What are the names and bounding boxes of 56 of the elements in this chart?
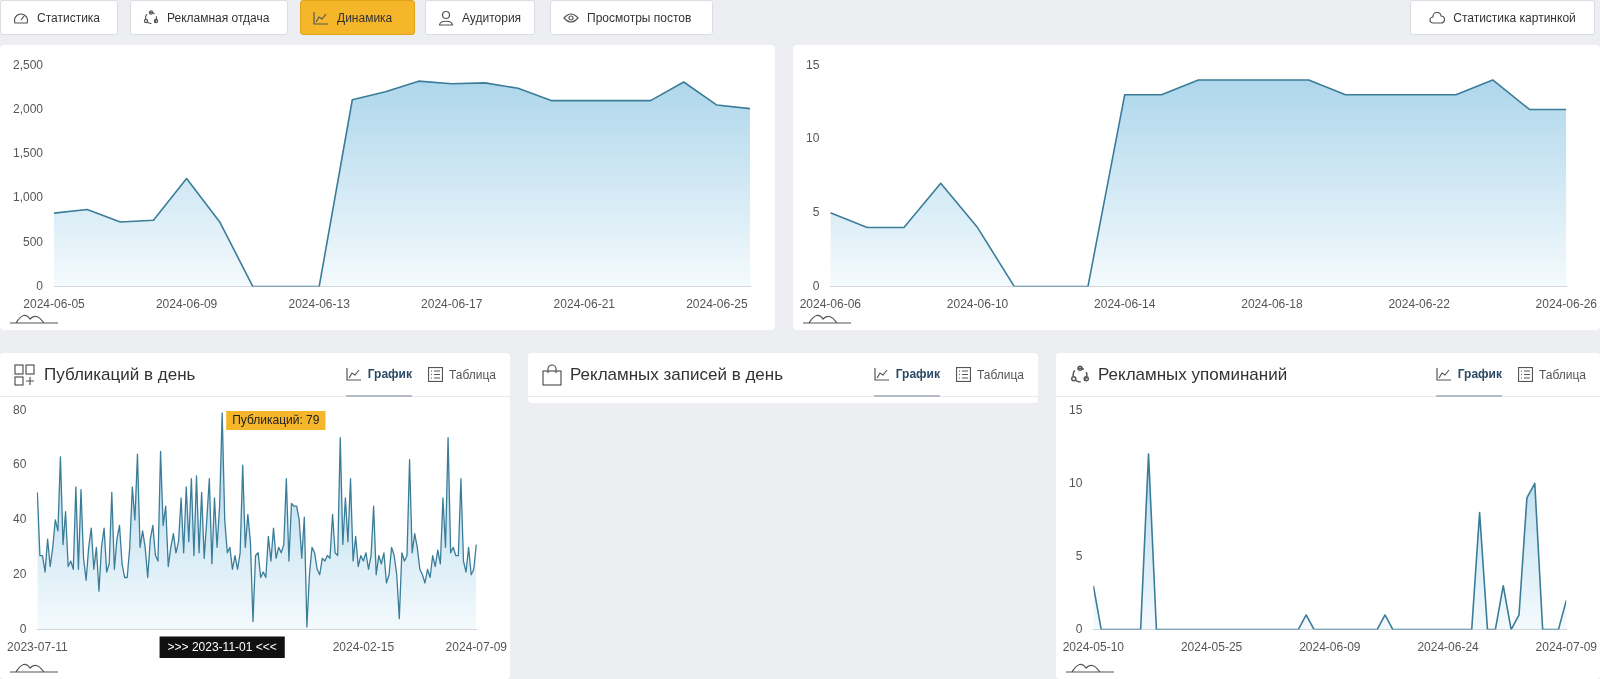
x-tick-label: 2024-06-09 — [155, 297, 218, 312]
y-tick-label: 5 — [1075, 548, 1083, 563]
chart-title: Публикаций в день — [44, 364, 197, 385]
x-tick-label: 2024-06-14 — [1094, 297, 1156, 312]
x-tick-label: 2024-06-06 — [799, 297, 862, 312]
text: Таблица — [1538, 367, 1586, 382]
x-tick-label: 2024-02-15 — [332, 640, 395, 655]
text: График — [1457, 366, 1502, 381]
y-tick-label: 0 — [812, 278, 820, 293]
x-tick-label: 2024-06-10 — [946, 297, 1009, 312]
y-tick-label: 10 — [1068, 475, 1083, 490]
y-tick-label: 0 — [1075, 621, 1083, 636]
y-tick-label: 40 — [12, 512, 27, 527]
text: График — [895, 366, 940, 381]
x-tick-label: 2024-06-22 — [1388, 297, 1451, 312]
x-tick-label: 2024-07-09 — [1535, 640, 1598, 655]
x-tick-label: 2024-05-10 — [1062, 640, 1125, 655]
y-tick-label: 10 — [805, 131, 820, 146]
y-tick-label: 0 — [19, 621, 27, 636]
x-tick-label: 2024-06-21 — [553, 297, 616, 312]
x-tick-label: 2024-06-26 — [1535, 297, 1598, 312]
y-tick-label: 1,500 — [13, 146, 44, 161]
y-tick-label: 2,500 — [13, 57, 44, 72]
text: Статистика — [37, 10, 101, 25]
text: Аудитория — [462, 10, 522, 25]
y-tick-label: 80 — [12, 402, 27, 417]
text: Просмотры постов — [587, 10, 692, 25]
x-tick-label: 2024-06-05 — [23, 297, 86, 312]
text: Рекламная отдача — [167, 10, 270, 25]
x-tick-label: 2024-06-18 — [1241, 297, 1303, 312]
y-tick-label: 500 — [23, 234, 44, 249]
y-tick-label: 1,000 — [13, 190, 44, 205]
y-tick-label: 0 — [36, 278, 44, 293]
text: График — [367, 366, 412, 381]
y-tick-label: 2,000 — [13, 101, 44, 116]
y-tick-label: 5 — [812, 205, 820, 220]
text: Таблица — [976, 367, 1024, 382]
x-tick-label: 2024-07-09 — [445, 640, 508, 655]
y-tick-label: 15 — [805, 57, 820, 72]
text: Динамика — [337, 10, 393, 25]
annotation: Публикаций: 79 — [232, 412, 320, 427]
x-tick-label: 2024-06-13 — [288, 297, 351, 312]
x-tick-label: 2024-06-24 — [1417, 640, 1480, 655]
x-tick-label: 2023-07-11 — [7, 640, 68, 655]
y-tick-label: 15 — [1068, 402, 1083, 417]
y-tick-label: 20 — [12, 567, 27, 582]
chart-title: Рекламных упоминаний — [1098, 364, 1289, 385]
y-tick-label: 60 — [12, 457, 27, 472]
x-tick-label: 2024-05-25 — [1180, 640, 1243, 655]
x-tick-label: 2024-06-09 — [1299, 640, 1361, 655]
text: Статистика картинкой — [1453, 10, 1576, 25]
x-tick-label: >>> 2023-11-01 <<< — [167, 640, 277, 655]
x-tick-label: 2024-06-25 — [686, 297, 748, 312]
text: Таблица — [448, 367, 496, 382]
text: Рекламных записей в день — [570, 364, 785, 385]
x-tick-label: 2024-06-17 — [421, 297, 483, 312]
